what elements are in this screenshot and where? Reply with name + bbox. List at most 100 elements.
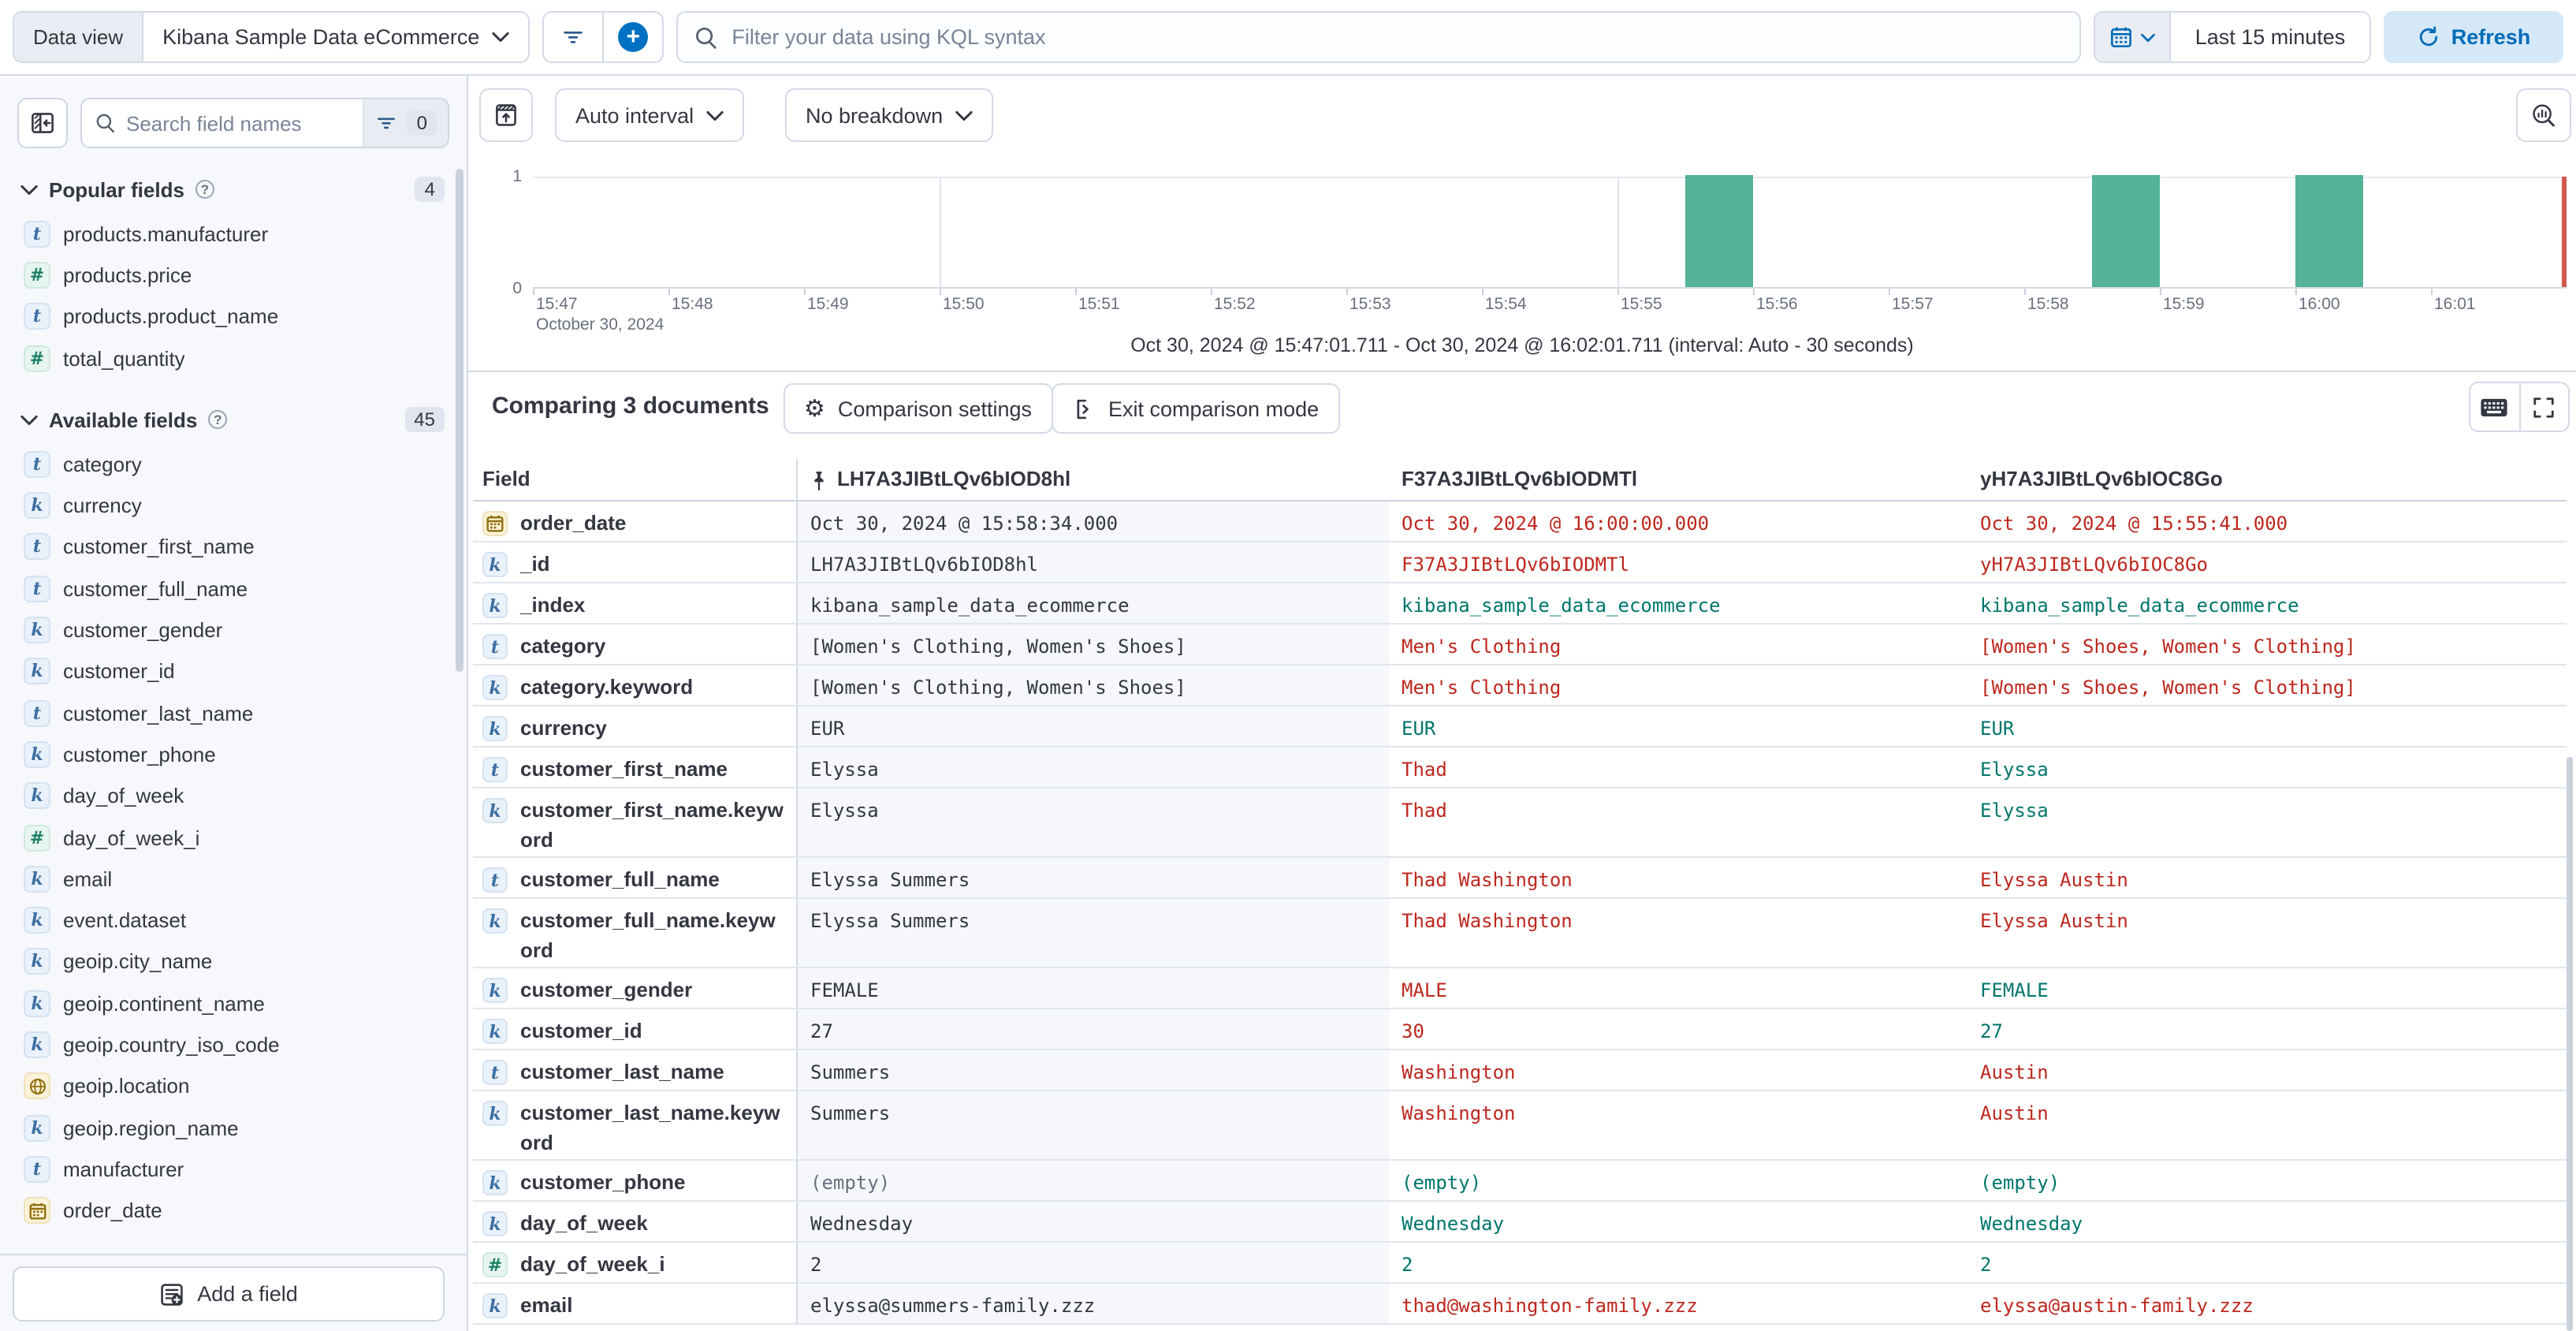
kql-search-input[interactable]: Filter your data using KQL syntax [676, 11, 2081, 63]
field-item-customer_phone[interactable]: k customer_phone [0, 734, 467, 776]
field-item-email[interactable]: k email [0, 858, 467, 900]
comparison-settings-button[interactable]: ⚙ Comparison settings [784, 383, 1053, 434]
edit-visualization-button[interactable] [2516, 88, 2571, 142]
field-name: customer_id [520, 1019, 642, 1042]
doc-column-header-LH7A3JIBtLQv6bIOD8hl[interactable]: LH7A3JIBtLQv6bIOD8hl [796, 459, 1389, 500]
add-field-button[interactable]: Add a field [13, 1266, 445, 1322]
field-name-cell[interactable]: # day_of_week_i [473, 1243, 796, 1282]
table-row-currency: k currency EUR EUR EUR [473, 707, 2567, 748]
x-axis-date-label: October 30, 2024 [536, 315, 664, 334]
add-filter-button[interactable]: + [602, 13, 662, 62]
field-item-geoip.location[interactable]: geoip.location [0, 1065, 467, 1107]
field-item-products.product_name[interactable]: t products.product_name [0, 296, 467, 337]
interval-select[interactable]: Auto interval [555, 88, 745, 142]
calendar-menu-button[interactable] [2095, 13, 2171, 62]
histogram-bar-16:00:00[interactable] [2295, 175, 2363, 287]
field-item-manufacturer[interactable]: t manufacturer [0, 1148, 467, 1190]
histogram-chart[interactable] [533, 175, 2567, 289]
field-search-input[interactable]: Search field names 0 [80, 98, 449, 148]
field-column-header[interactable]: Field [482, 467, 530, 490]
field-name-cell[interactable]: k currency [473, 707, 796, 746]
hide-chart-button[interactable] [479, 88, 533, 142]
field-item-currency[interactable]: k currency [0, 485, 467, 527]
field-item-geoip.country_iso_code[interactable]: k geoip.country_iso_code [0, 1024, 467, 1066]
field-name: customer_gender [520, 978, 693, 1001]
doc-value: 27 [1980, 1020, 2003, 1042]
doc-value: Wednesday [1402, 1213, 1505, 1235]
time-range-value[interactable]: Last 15 minutes [2194, 25, 2346, 49]
field-item-label: products.product_name [63, 304, 279, 329]
field-item-customer_full_name[interactable]: t customer_full_name [0, 568, 467, 610]
field-name-cell[interactable]: k _index [473, 583, 796, 623]
histogram-bar-15:58:30[interactable] [2092, 175, 2160, 287]
field-item-day_of_week_i[interactable]: # day_of_week_i [0, 817, 467, 859]
breakdown-select[interactable]: No breakdown [785, 88, 994, 142]
field-item-order_date[interactable]: order_date [0, 1190, 467, 1232]
doc-value: 30 [1402, 1020, 1424, 1042]
fullscreen-button[interactable] [2518, 383, 2568, 431]
field-name-cell[interactable]: t customer_full_name [473, 858, 796, 897]
doc-value-cell: Thad Washington [1389, 858, 1967, 897]
refresh-button[interactable]: Refresh [2384, 11, 2563, 63]
field-name-cell[interactable]: k category.keyword [473, 666, 796, 705]
table-scrollbar[interactable] [2567, 757, 2573, 1331]
field-name-cell[interactable]: t customer_last_name [473, 1050, 796, 1090]
collapse-sidebar-button[interactable] [17, 98, 68, 148]
field-name-cell[interactable]: t customer_first_name [473, 748, 796, 787]
data-view-value-button[interactable]: Kibana Sample Data eCommerce [143, 13, 528, 62]
field-item-day_of_week[interactable]: k day_of_week [0, 775, 467, 817]
doc-value-cell: elyssa@summers-family.zzz [796, 1284, 1389, 1323]
doc-value-cell: 2 [1967, 1243, 2567, 1282]
field-section-header-1[interactable]: Available fields ? 45 [0, 404, 467, 435]
table-row-email: k email elyssa@summers-family.zzz thad@wa… [473, 1284, 2567, 1325]
keyboard-shortcuts-button[interactable] [2470, 383, 2518, 431]
field-item-customer_last_name[interactable]: t customer_last_name [0, 692, 467, 734]
filter-icon [561, 25, 585, 49]
field-name-cell[interactable]: k customer_id [473, 1009, 796, 1049]
field-name: customer_first_name [520, 757, 728, 781]
help-icon: ? [208, 410, 228, 430]
field-name-cell[interactable]: k customer_first_name.keyword [473, 789, 796, 856]
field-item-label: customer_gender [63, 618, 223, 643]
doc-column-header-yH7A3JIBtLQv6bIOC8Go[interactable]: yH7A3JIBtLQv6bIOC8Go [1967, 459, 2567, 500]
field-name-cell[interactable]: k customer_last_name.keyword [473, 1091, 796, 1159]
field-name-cell[interactable]: t category [473, 624, 796, 664]
field-item-geoip.continent_name[interactable]: k geoip.continent_name [0, 982, 467, 1024]
field-item-label: manufacturer [63, 1157, 184, 1181]
field-name-cell[interactable]: k customer_full_name.keyword [473, 899, 796, 967]
doc-value: Elyssa [1980, 759, 2049, 781]
field-name-cell[interactable]: k customer_gender [473, 968, 796, 1008]
doc-value: (empty) [1980, 1172, 2060, 1194]
field-filter-count: 0 [407, 110, 437, 136]
histogram-bar-15:55:30[interactable] [1685, 175, 1753, 287]
field-item-products.price[interactable]: # products.price [0, 255, 467, 296]
data-view-picker[interactable]: Data view Kibana Sample Data eCommerce [13, 11, 530, 63]
x-axis-tick [533, 289, 534, 295]
field-item-customer_id[interactable]: k customer_id [0, 651, 467, 692]
doc-column-header-F37A3JIBtLQv6bIODMTl[interactable]: F37A3JIBtLQv6bIODMTl [1389, 459, 1967, 500]
sidebar-scrollbar[interactable] [456, 169, 463, 672]
field-item-total_quantity[interactable]: # total_quantity [0, 337, 467, 379]
exit-comparison-button[interactable]: Exit comparison mode [1052, 383, 1340, 434]
field-name-cell[interactable]: k email [473, 1284, 796, 1323]
field-filter-button[interactable]: 0 [363, 99, 448, 147]
field-name: customer_last_name [520, 1060, 724, 1083]
doc-value: Elyssa Summers [810, 910, 970, 932]
field-name-cell[interactable]: order_date [473, 501, 796, 541]
field-item-category[interactable]: t category [0, 443, 467, 485]
fullscreen-icon [2533, 395, 2556, 419]
field-item-event.dataset[interactable]: k event.dataset [0, 900, 467, 941]
field-item-products.manufacturer[interactable]: t products.manufacturer [0, 213, 467, 255]
field-name-cell[interactable]: k _id [473, 542, 796, 582]
field-section-header-0[interactable]: Popular fields ? 4 [0, 173, 467, 205]
doc-value-cell: Men's Clothing [1389, 666, 1967, 705]
field-name-cell[interactable]: k day_of_week [473, 1202, 796, 1241]
keyword-field-icon: k [24, 990, 50, 1017]
doc-value: kibana_sample_data_ecommerce [1980, 595, 2299, 617]
saved-query-filter-button[interactable] [544, 13, 602, 62]
field-item-geoip.region_name[interactable]: k geoip.region_name [0, 1107, 467, 1149]
field-item-customer_first_name[interactable]: t customer_first_name [0, 527, 467, 569]
field-item-geoip.city_name[interactable]: k geoip.city_name [0, 941, 467, 983]
field-name-cell[interactable]: k customer_phone [473, 1161, 796, 1200]
field-item-customer_gender[interactable]: k customer_gender [0, 610, 467, 651]
